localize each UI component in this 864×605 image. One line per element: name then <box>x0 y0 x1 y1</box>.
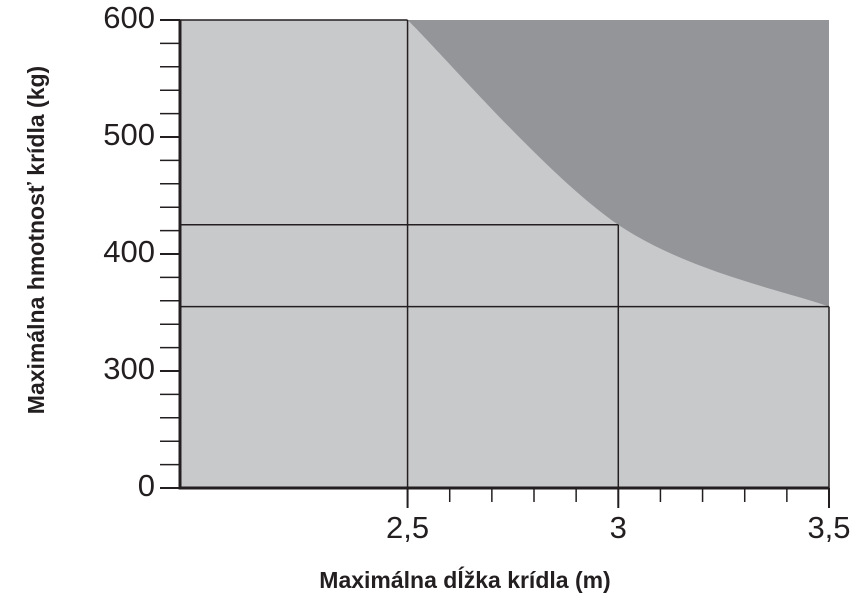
x-tick-label: 3 <box>610 510 627 545</box>
y-tick-label: 600 <box>103 0 155 35</box>
y-axis-title: Maximálna hmotnosť krídla (kg) <box>23 66 49 414</box>
y-tick-label: 500 <box>103 117 155 152</box>
x-tick-label: 3,5 <box>807 510 850 545</box>
y-tick-label: 400 <box>103 234 155 269</box>
y-tick-label: 0 <box>138 468 155 503</box>
y-tick-label: 300 <box>103 351 155 386</box>
x-axis-title: Maximálna dĺžka krídla (m) <box>319 565 610 593</box>
x-tick-label: 2,5 <box>386 510 429 545</box>
area <box>180 20 829 488</box>
